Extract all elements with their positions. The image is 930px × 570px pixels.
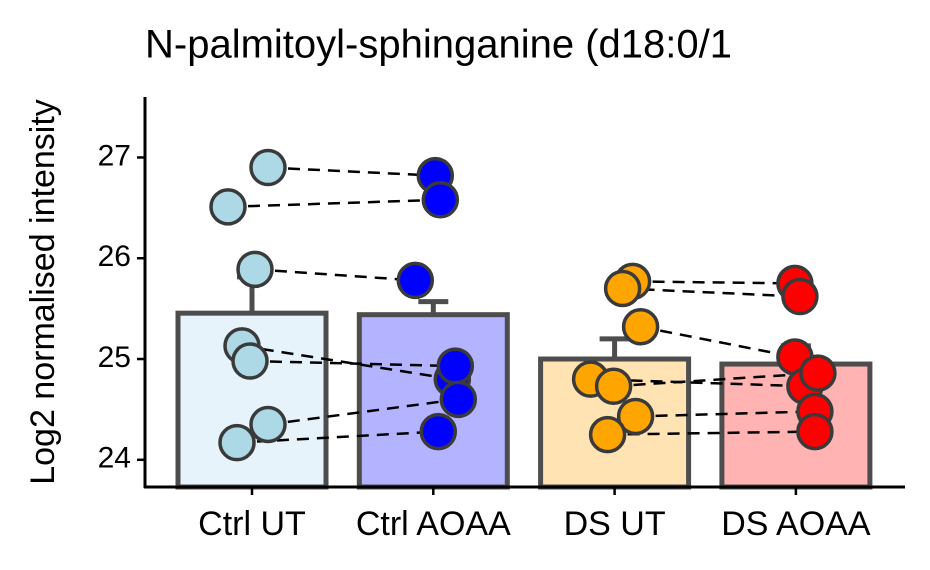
pair-line <box>254 268 416 282</box>
pair-line <box>622 287 800 298</box>
pair-line <box>635 410 815 418</box>
data-point <box>799 354 837 392</box>
data-point <box>421 181 460 219</box>
pair-line <box>267 398 459 426</box>
bar <box>356 312 510 490</box>
x-tick-label: Ctrl AOAA <box>356 505 511 543</box>
x-tick-label: DS AOAA <box>721 505 871 543</box>
data-point <box>231 342 269 380</box>
data-point <box>439 380 478 419</box>
data-point <box>796 412 834 451</box>
data-point <box>621 308 660 346</box>
pair-line <box>607 430 815 436</box>
pair-line <box>640 325 796 359</box>
data-point <box>218 423 256 462</box>
data-point <box>396 261 435 300</box>
pair-line <box>241 344 453 381</box>
data-point <box>419 412 458 451</box>
pair-line <box>249 359 456 368</box>
y-tick-label: 26 <box>98 240 131 273</box>
x-tick-label: DS UT <box>564 505 666 543</box>
pair-line <box>227 198 441 209</box>
data-point <box>781 277 819 316</box>
data-point <box>236 250 274 289</box>
pair-line <box>590 377 805 388</box>
data-point <box>588 415 627 454</box>
data-point <box>594 367 633 405</box>
data-point <box>249 405 287 444</box>
chart-title: N-palmitoyl-sphinganine (d18:0/1 <box>145 23 732 67</box>
data-point <box>249 148 287 187</box>
y-tick-label: 24 <box>98 442 131 475</box>
data-point <box>209 188 247 226</box>
data-point <box>436 347 475 385</box>
x-tick-label: Ctrl UT <box>198 505 306 543</box>
pair-line <box>236 430 439 444</box>
y-tick-label: 27 <box>98 139 131 172</box>
pair-line <box>267 166 436 177</box>
pair-line <box>632 280 795 285</box>
pair-line <box>613 371 818 388</box>
y-tick-label: 25 <box>98 341 131 374</box>
data-point <box>603 269 642 308</box>
data-point <box>616 397 655 436</box>
y-axis-label: Log2 normalised intensity <box>24 99 62 485</box>
